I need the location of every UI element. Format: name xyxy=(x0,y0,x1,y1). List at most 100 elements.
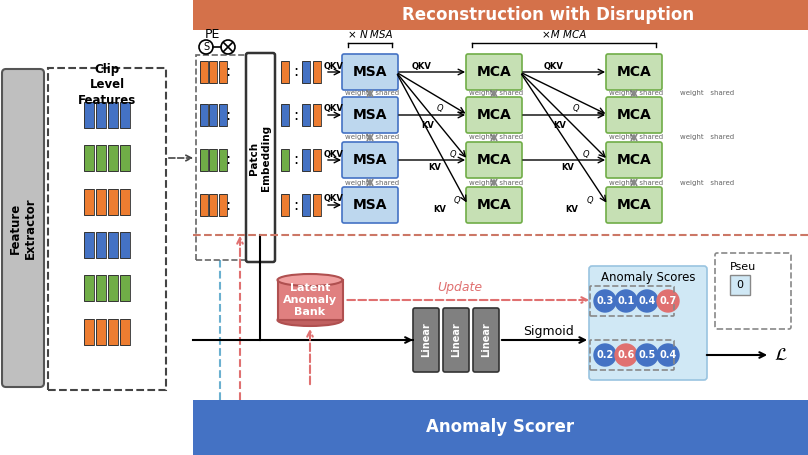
Bar xyxy=(196,55,259,260)
Bar xyxy=(209,104,217,126)
Bar xyxy=(108,189,118,215)
FancyBboxPatch shape xyxy=(466,97,522,133)
Bar xyxy=(108,102,118,128)
Text: weight   shared: weight shared xyxy=(345,91,399,96)
Bar xyxy=(96,275,106,301)
Text: 0.2: 0.2 xyxy=(596,350,613,360)
Text: MSA: MSA xyxy=(353,108,387,122)
Bar xyxy=(281,104,289,126)
Bar xyxy=(193,30,808,400)
Text: weight   shared: weight shared xyxy=(469,135,523,141)
Text: :: : xyxy=(225,197,230,212)
Bar xyxy=(218,194,226,216)
Text: KV: KV xyxy=(434,206,447,214)
Bar xyxy=(96,189,106,215)
Text: :: : xyxy=(293,65,299,80)
Bar xyxy=(277,280,343,320)
Text: Linear: Linear xyxy=(451,323,461,357)
FancyBboxPatch shape xyxy=(342,54,398,90)
Text: :: : xyxy=(225,65,230,80)
Text: :: : xyxy=(293,197,299,212)
Text: MSA: MSA xyxy=(353,198,387,212)
Circle shape xyxy=(636,290,658,312)
FancyBboxPatch shape xyxy=(606,54,662,90)
Text: weight   shared: weight shared xyxy=(469,180,523,186)
Text: :: : xyxy=(293,107,299,122)
Circle shape xyxy=(594,344,616,366)
Circle shape xyxy=(615,290,637,312)
Text: MCA: MCA xyxy=(477,65,511,79)
Bar xyxy=(313,61,321,83)
Bar xyxy=(108,145,118,171)
Text: MCA: MCA xyxy=(477,198,511,212)
FancyBboxPatch shape xyxy=(413,308,439,372)
Text: MCA: MCA xyxy=(477,108,511,122)
Circle shape xyxy=(636,344,658,366)
Text: KV: KV xyxy=(566,206,579,214)
Bar xyxy=(281,194,289,216)
Text: :: : xyxy=(293,152,299,167)
Bar xyxy=(96,319,106,345)
Text: QKV: QKV xyxy=(324,61,344,71)
Text: KV: KV xyxy=(562,163,574,172)
Circle shape xyxy=(221,40,235,54)
Text: :: : xyxy=(225,152,230,167)
Text: Q: Q xyxy=(587,196,593,204)
Text: QKV: QKV xyxy=(324,105,344,113)
FancyBboxPatch shape xyxy=(589,266,707,380)
Circle shape xyxy=(199,40,213,54)
Bar xyxy=(200,194,208,216)
Text: MSA: MSA xyxy=(353,65,387,79)
Text: 0.4: 0.4 xyxy=(659,350,676,360)
FancyBboxPatch shape xyxy=(246,53,275,262)
Bar xyxy=(120,189,130,215)
Text: Reconstruction with Disruption: Reconstruction with Disruption xyxy=(402,6,694,24)
Bar xyxy=(313,194,321,216)
Bar xyxy=(302,61,310,83)
Bar xyxy=(302,104,310,126)
Text: MCA: MCA xyxy=(617,65,651,79)
Text: QKV: QKV xyxy=(324,150,344,158)
Bar xyxy=(84,145,94,171)
Bar xyxy=(302,194,310,216)
Bar xyxy=(108,232,118,258)
Bar xyxy=(96,102,106,128)
Bar xyxy=(193,400,808,455)
Text: weight   shared: weight shared xyxy=(609,180,663,186)
Text: × N MSA: × N MSA xyxy=(347,30,393,40)
FancyBboxPatch shape xyxy=(466,54,522,90)
Bar xyxy=(730,275,750,295)
Bar xyxy=(120,319,130,345)
Text: Sigmoid: Sigmoid xyxy=(523,325,574,339)
Bar xyxy=(302,149,310,171)
Text: Update: Update xyxy=(437,280,482,293)
Bar xyxy=(84,232,94,258)
Text: QKV: QKV xyxy=(412,61,432,71)
Circle shape xyxy=(594,290,616,312)
Text: 0.6: 0.6 xyxy=(617,350,634,360)
Bar xyxy=(281,61,289,83)
Text: Q: Q xyxy=(453,196,461,204)
FancyBboxPatch shape xyxy=(606,142,662,178)
Text: Pseu: Pseu xyxy=(730,262,756,272)
FancyBboxPatch shape xyxy=(342,142,398,178)
FancyBboxPatch shape xyxy=(715,253,791,329)
Text: KV: KV xyxy=(553,121,566,130)
FancyBboxPatch shape xyxy=(466,187,522,223)
Text: 0.4: 0.4 xyxy=(638,296,655,306)
Text: weight   shared: weight shared xyxy=(469,91,523,96)
Bar xyxy=(84,275,94,301)
Bar xyxy=(313,149,321,171)
Bar xyxy=(200,149,208,171)
Text: :: : xyxy=(225,107,230,122)
Ellipse shape xyxy=(277,274,343,286)
Bar xyxy=(313,104,321,126)
Circle shape xyxy=(657,344,679,366)
Bar xyxy=(200,61,208,83)
Text: QKV: QKV xyxy=(324,194,344,203)
Bar xyxy=(84,319,94,345)
Text: MCA: MCA xyxy=(477,153,511,167)
Text: weight   shared: weight shared xyxy=(609,91,663,96)
FancyBboxPatch shape xyxy=(466,142,522,178)
Text: KV: KV xyxy=(428,163,441,172)
